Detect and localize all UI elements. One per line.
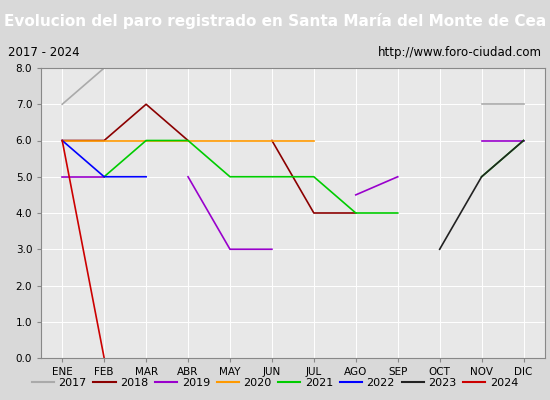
Text: 2017 - 2024: 2017 - 2024 [8,46,80,59]
Text: Evolucion del paro registrado en Santa María del Monte de Cea: Evolucion del paro registrado en Santa M… [4,13,546,29]
Legend: 2017, 2018, 2019, 2020, 2021, 2022, 2023, 2024: 2017, 2018, 2019, 2020, 2021, 2022, 2023… [28,374,522,392]
Text: http://www.foro-ciudad.com: http://www.foro-ciudad.com [378,46,542,59]
